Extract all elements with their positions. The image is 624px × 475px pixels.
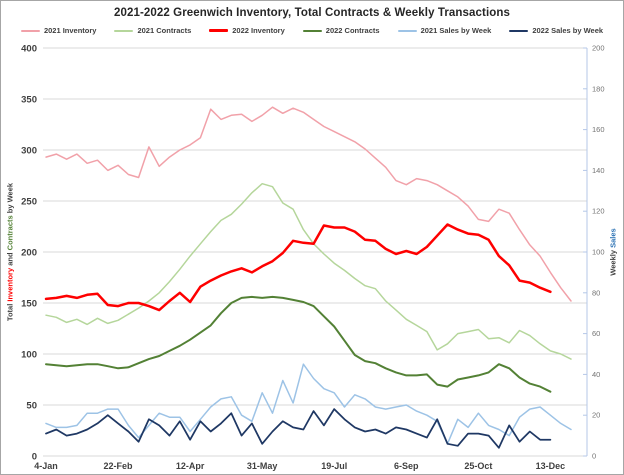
legend-item-label: 2021 Sales by Week <box>420 26 492 35</box>
left-axis-tick-label: 100 <box>21 350 37 361</box>
right-axis-tick-label: 80 <box>592 288 600 297</box>
left-axis-tick-label: 150 <box>21 299 37 310</box>
right-axis-tick-label: 160 <box>592 125 605 134</box>
legend-item-label: 2022 Inventory <box>232 26 285 35</box>
right-axis-tick-label: 100 <box>592 248 605 257</box>
legend-item-label: 2021 Contracts <box>137 26 192 35</box>
legend-item[interactable]: 2021 Contracts <box>114 26 191 35</box>
legend-item[interactable]: 2021 Inventory <box>20 26 97 35</box>
right-axis-tick-label: 180 <box>592 84 605 93</box>
chart-legend: 2021 Inventory 2021 Contracts 2022 Invento… <box>1 26 623 35</box>
series-line-2022-contracts <box>45 295 552 393</box>
x-axis-tick-label: 31-May <box>247 461 278 471</box>
left-axis-tick-label: 250 <box>21 197 37 208</box>
legend-swatch <box>397 29 417 32</box>
legend-item-label: 2022 Sales by Week <box>532 26 604 35</box>
right-axis-tick-label: 20 <box>592 411 600 420</box>
series-line-2021-contracts <box>45 182 572 360</box>
series-line-2022-sales-by-week <box>45 408 552 449</box>
legend-item[interactable]: 2022 Contracts <box>302 26 380 35</box>
legend-item-label: 2022 Contracts <box>325 26 380 35</box>
legend-item[interactable]: 2022 Inventory <box>209 26 285 35</box>
series-line-2021-sales-by-week <box>45 363 572 445</box>
left-axis-tick-label: 0 <box>32 452 37 463</box>
left-axis-tick-label: 300 <box>21 146 37 157</box>
legend-item[interactable]: 2022 Sales by Week <box>509 26 603 35</box>
left-axis-tick-label: 50 <box>26 401 37 412</box>
legend-item-label: 2021 Inventory <box>43 26 97 35</box>
right-axis-tick-label: 60 <box>592 329 600 338</box>
series-line-2022-inventory <box>44 223 552 312</box>
legend-item[interactable]: 2021 Sales by Week <box>397 26 492 35</box>
x-axis-tick-label: 12-Apr <box>176 461 205 471</box>
x-axis-tick-label: 25-Oct <box>464 461 492 471</box>
legend-swatch <box>509 29 529 32</box>
x-axis-tick-label: 13-Dec <box>536 461 566 471</box>
legend-swatch <box>114 29 134 32</box>
x-axis-tick-label: 22-Feb <box>104 461 134 471</box>
x-axis-tick-label: 6-Sep <box>394 461 419 471</box>
left-axis-tick-label: 400 <box>21 44 37 55</box>
left-axis-tick-label: 200 <box>21 248 37 259</box>
right-axis-tick-label: 140 <box>592 166 605 175</box>
series-line-2021-inventory <box>45 106 572 302</box>
right-axis-tick-label: 200 <box>592 44 605 53</box>
legend-swatch <box>20 29 40 32</box>
right-axis-tick-label: 0 <box>592 452 596 461</box>
legend-swatch <box>209 29 229 32</box>
right-axis-tick-label: 120 <box>592 207 605 216</box>
x-axis-tick-label: 19-Jul <box>321 461 347 471</box>
chart-title: 2021-2022 Greenwich Inventory, Total Con… <box>113 7 511 19</box>
legend-swatch <box>302 29 322 32</box>
x-axis-tick-label: 4-Jan <box>34 461 58 471</box>
right-axis-tick-label: 40 <box>592 370 600 379</box>
left-axis-tick-label: 350 <box>21 95 37 106</box>
